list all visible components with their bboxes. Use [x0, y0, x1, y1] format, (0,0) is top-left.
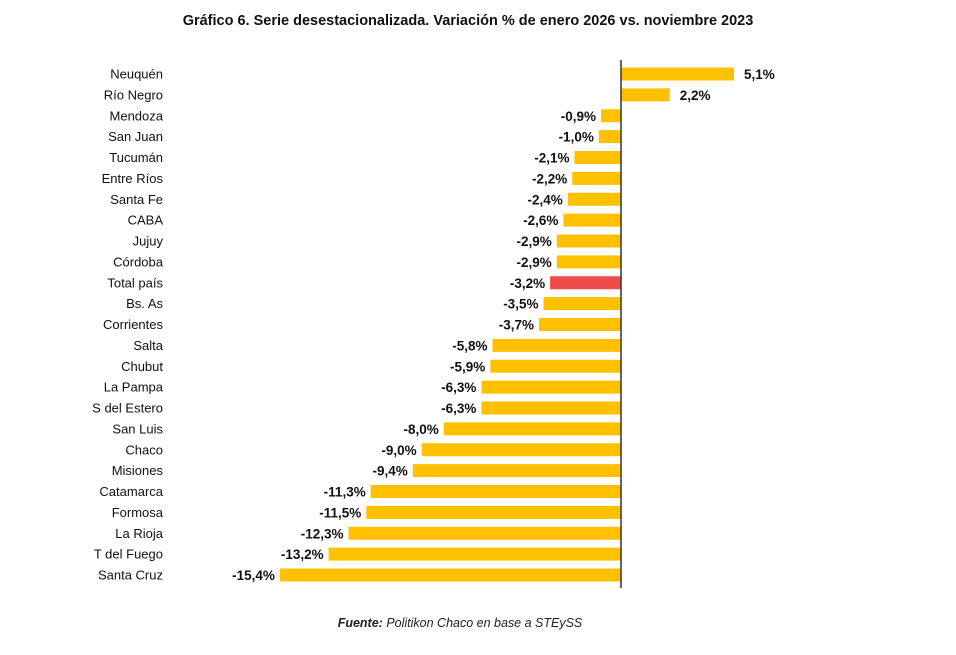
bar: [621, 88, 670, 102]
category-label: San Luis: [112, 421, 163, 436]
data-label: -3,5%: [503, 297, 538, 312]
data-label: -11,5%: [319, 505, 361, 520]
data-label: -2,9%: [516, 255, 551, 270]
bar: [601, 109, 621, 123]
data-label: -2,6%: [523, 213, 558, 228]
category-label: San Juan: [108, 129, 163, 144]
category-label: Catamarca: [99, 484, 163, 499]
bar: [370, 485, 621, 498]
data-label: -0,9%: [561, 109, 596, 124]
bar: [492, 338, 621, 352]
bar: [279, 568, 621, 582]
category-label: CABA: [128, 213, 164, 228]
chart-source: Fuente: Politikon Chaco en base a STEySS: [0, 616, 920, 630]
bar: [556, 255, 621, 269]
category-label: Santa Cruz: [98, 568, 163, 583]
data-label: -2,1%: [534, 151, 569, 166]
bar: [539, 318, 621, 331]
bar: [621, 67, 734, 81]
bar: [567, 192, 621, 206]
category-label: Chubut: [121, 359, 163, 374]
data-label: -2,2%: [532, 171, 567, 186]
chart-title: Gráfico 6. Serie desestacionalizada. Var…: [182, 13, 754, 29]
data-label: -11,3%: [324, 485, 366, 500]
data-label: -2,4%: [528, 192, 563, 207]
bar: [443, 422, 621, 436]
data-label: -3,2%: [510, 276, 545, 291]
source-text: Politikon Chaco en base a STEySS: [386, 616, 583, 630]
category-label: Santa Fe: [110, 192, 163, 207]
data-label: -6,3%: [441, 380, 476, 395]
category-label: La Rioja: [115, 526, 163, 541]
category-label: La Pampa: [104, 380, 164, 395]
data-label: 2,2%: [680, 88, 711, 103]
category-label: Misiones: [112, 463, 164, 478]
category-label: Mendoza: [110, 108, 164, 123]
data-label: 5,1%: [744, 67, 775, 82]
data-label: -2,9%: [516, 234, 551, 249]
bar: [563, 213, 621, 227]
category-label: Chaco: [125, 442, 163, 457]
bar: [574, 151, 621, 164]
category-label: Córdoba: [113, 254, 164, 269]
data-label: -1,0%: [559, 130, 594, 145]
category-label: Neuquén: [110, 67, 163, 82]
data-label: -3,7%: [499, 318, 534, 333]
bar: [481, 401, 621, 415]
category-label: Tucumán: [109, 150, 163, 165]
data-label: -5,9%: [450, 359, 485, 374]
category-label: Bs. As: [126, 296, 163, 311]
bar: [481, 380, 621, 394]
bar: [490, 359, 621, 373]
bar: [556, 234, 621, 248]
data-label: -8,0%: [404, 422, 439, 437]
bar: [550, 276, 621, 290]
bar: [412, 464, 621, 478]
category-label: Entre Ríos: [102, 171, 164, 186]
bar: [366, 505, 621, 519]
category-label: Total país: [107, 275, 163, 290]
bar: [328, 547, 621, 561]
bar: [543, 297, 621, 311]
category-label: Río Negro: [104, 87, 163, 102]
category-label: Salta: [133, 338, 163, 353]
data-label: -6,3%: [441, 401, 476, 416]
data-label: -15,4%: [232, 568, 275, 583]
bar: [421, 443, 621, 457]
bar: [598, 130, 621, 144]
source-label: Fuente:: [337, 616, 383, 630]
bar: [348, 526, 621, 540]
data-label: -13,2%: [281, 547, 324, 562]
data-label: -5,8%: [452, 338, 487, 353]
bar: [572, 171, 621, 185]
category-label: S del Estero: [92, 401, 163, 416]
data-label: -9,4%: [373, 464, 408, 479]
category-label: T del Fuego: [94, 547, 163, 562]
data-label: -9,0%: [381, 443, 416, 458]
data-label: -12,3%: [301, 526, 344, 541]
category-label: Formosa: [112, 505, 164, 520]
category-label: Jujuy: [133, 234, 164, 249]
category-label: Corrientes: [103, 317, 163, 332]
